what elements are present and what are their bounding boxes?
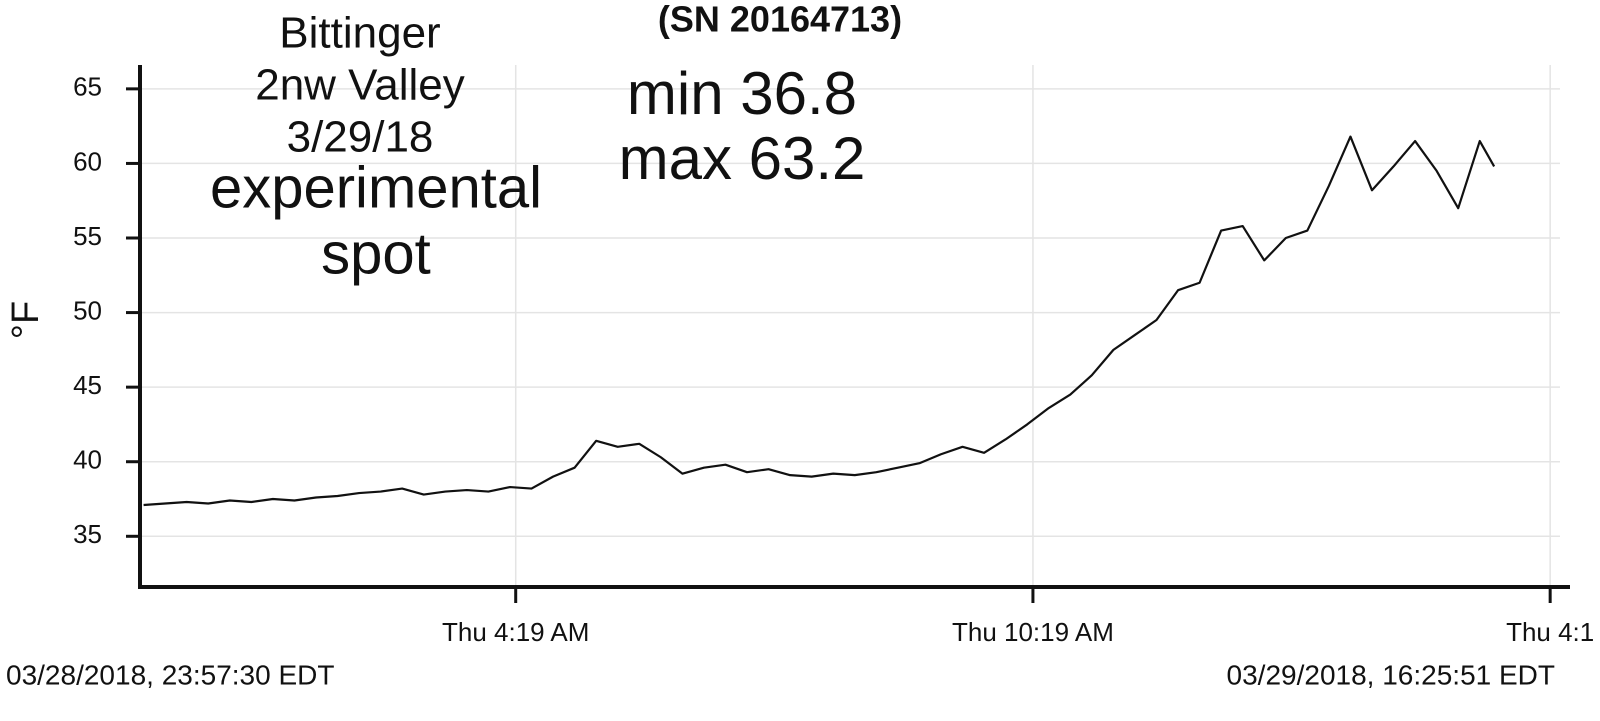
x-tick-label: Thu 4:1 bbox=[1506, 617, 1594, 647]
y-tick-label: 65 bbox=[73, 72, 102, 102]
annotation: min 36.8 bbox=[627, 60, 857, 127]
range-end-label: 03/29/2018, 16:25:51 EDT bbox=[1227, 659, 1555, 690]
range-start-label: 03/28/2018, 23:57:30 EDT bbox=[6, 659, 334, 690]
annotation: spot bbox=[321, 221, 431, 286]
y-tick-label: 45 bbox=[73, 370, 102, 400]
y-tick-label: 55 bbox=[73, 221, 102, 251]
temperature-line bbox=[143, 135, 1496, 507]
y-tick-label: 60 bbox=[73, 146, 102, 176]
annotation: Bittinger bbox=[279, 9, 440, 58]
annotation: max 63.2 bbox=[619, 125, 866, 192]
y-tick-label: 40 bbox=[73, 445, 102, 475]
y-tick-label: 35 bbox=[73, 519, 102, 549]
chart-title: (SN 20164713) bbox=[658, 0, 902, 40]
annotation: experimental bbox=[210, 155, 542, 220]
x-tick-label: Thu 10:19 AM bbox=[952, 617, 1114, 647]
annotation: 3/29/18 bbox=[287, 113, 434, 162]
y-axis-label: °F bbox=[5, 301, 47, 339]
x-tick-label: Thu 4:19 AM bbox=[442, 617, 589, 647]
y-tick-label: 50 bbox=[73, 295, 102, 325]
annotation: 2nw Valley bbox=[255, 61, 465, 110]
